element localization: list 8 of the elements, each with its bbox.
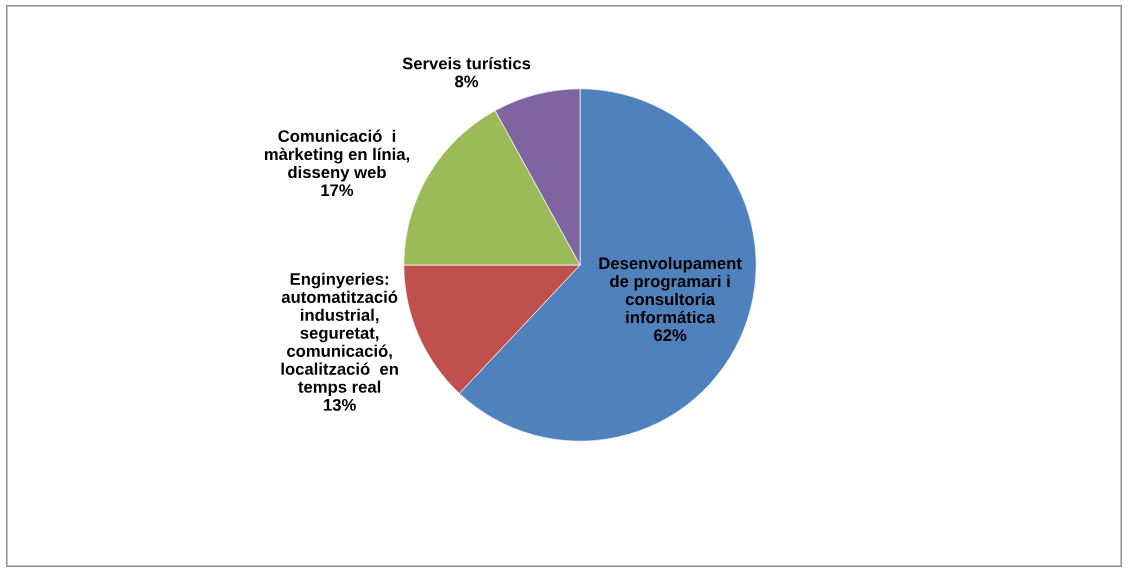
data-label: 13% [324, 398, 356, 411]
slice-label: Serveis turístics [402, 56, 531, 70]
slice-label: Enginyeries: automatització industrial, seguretat, comunicació, localització en temps real [281, 272, 398, 397]
slice-label: Desenvolupament de programari i consultoria informática [599, 256, 742, 324]
data-label: 17% [321, 184, 354, 197]
slice-label: Comunicació i màrketing en línia, disseny web [264, 129, 410, 182]
data-label: 8% [455, 75, 479, 88]
data-label: 62% [654, 329, 687, 342]
